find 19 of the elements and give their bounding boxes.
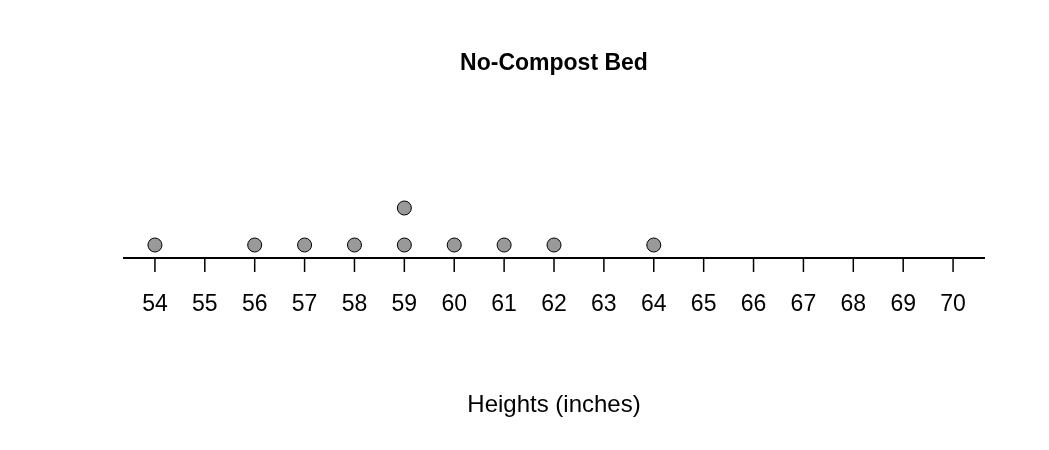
x-tick-label: 56 [241,290,268,317]
x-tick-label: 59 [391,290,418,317]
x-tick-label: 57 [291,290,318,317]
x-axis-title: Heights (inches) [466,390,642,417]
x-tick-label: 65 [690,290,717,317]
x-tick-label: 67 [790,290,817,317]
x-tick-label: 60 [441,290,468,317]
x-tick-label: 63 [591,290,617,317]
x-tick-label: 62 [541,290,567,317]
x-tick-label: 70 [940,290,966,317]
chart-title: No-Compost Bed [459,49,649,75]
x-tick-label: 69 [890,290,916,317]
x-tick-label: 61 [491,290,517,317]
x-tick-label: 68 [840,290,867,317]
x-tick-label: 55 [192,290,218,317]
x-tick-label: 58 [341,290,368,317]
x-tick-label: 66 [740,290,767,317]
x-tick-label: 54 [142,290,168,317]
x-tick-label: 64 [640,290,667,317]
